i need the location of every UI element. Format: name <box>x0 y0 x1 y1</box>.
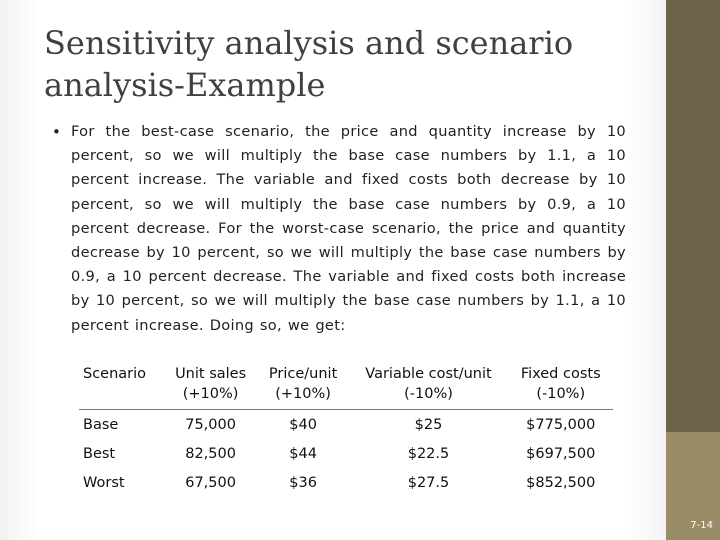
bullet-dot-icon: • <box>52 123 61 141</box>
slide-title-line-1: Sensitivity analysis and scenario <box>44 24 574 62</box>
header-variable-cost: Variable cost/unit (-10%) <box>348 362 509 410</box>
header-unit-sales-label: Unit sales <box>175 366 247 382</box>
table-cell: $27.5 <box>407 474 450 491</box>
slide-title: Sensitivity analysis and scenario analys… <box>44 22 644 106</box>
table-cell: 67,500 <box>185 474 236 491</box>
header-price-unit: Price/unit (+10%) <box>257 362 349 410</box>
table-cell: $775,000 <box>526 416 596 433</box>
header-fixed-costs-change: (-10%) <box>536 386 586 402</box>
bullet-text: For the best-case scenario, the price an… <box>71 123 626 334</box>
table-cell: Base <box>83 416 119 433</box>
header-scenario: Scenario <box>79 362 164 410</box>
slide-title-line-2: analysis-Example <box>44 66 326 104</box>
scenario-table: Scenario Unit sales (+10%) Price/unit (+… <box>79 362 613 497</box>
header-variable-cost-label: Variable cost/unit <box>365 366 492 382</box>
table-cell: 82,500 <box>185 445 236 462</box>
header-fixed-costs-label: Fixed costs <box>520 366 601 382</box>
slide-number: 7-14 <box>690 520 713 531</box>
slide-background <box>0 0 666 540</box>
header-variable-cost-change: (-10%) <box>404 386 453 402</box>
table-cell: $44 <box>289 445 317 462</box>
table-header-row: Scenario Unit sales (+10%) Price/unit (+… <box>79 362 613 410</box>
header-unit-sales: Unit sales (+10%) <box>163 362 258 410</box>
sidebar-accent-dark <box>666 0 720 432</box>
table-cell: Best <box>83 445 116 462</box>
table-cell: $22.5 <box>407 445 450 462</box>
table-cell: $852,500 <box>526 474 596 491</box>
header-price-unit-label: Price/unit <box>268 366 338 382</box>
table-row: Base 75,000 $40 $25 $775,000 <box>79 410 613 440</box>
table-row: Best 82,500 $44 $22.5 $697,500 <box>79 439 613 468</box>
table-row: Worst 67,500 $36 $27.5 $852,500 <box>79 468 613 497</box>
header-scenario-label: Scenario <box>83 366 147 382</box>
table-cell: 75,000 <box>185 416 236 433</box>
table-cell: $25 <box>414 416 443 433</box>
table-cell: $36 <box>289 474 317 491</box>
header-unit-sales-change: (+10%) <box>182 386 239 402</box>
sidebar-accent-light: 7-14 <box>666 432 720 540</box>
header-price-unit-change: (+10%) <box>275 386 331 402</box>
header-fixed-costs: Fixed costs (-10%) <box>508 362 613 410</box>
table-cell: $40 <box>289 416 317 433</box>
table-cell: $697,500 <box>526 445 596 462</box>
table-cell: Worst <box>83 474 125 491</box>
